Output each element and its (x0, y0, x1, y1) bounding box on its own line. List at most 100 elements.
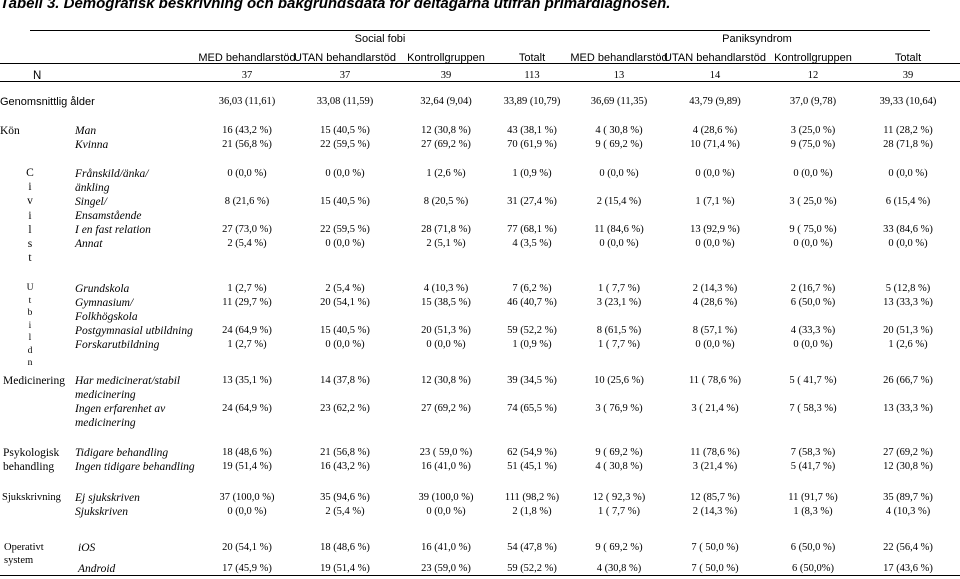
cell-value: 8 (20,5 %) (423, 196, 469, 207)
cell-value: 24 (64,9 %) (222, 403, 272, 414)
cell-value: 54 (47,8 %) (507, 542, 557, 553)
cell-value: 22 (56,4 %) (883, 542, 933, 553)
row-label: Annat (75, 238, 103, 250)
cell-value: 0 (0,0 %) (325, 339, 365, 350)
category-letter: t (28, 295, 32, 306)
cell-value: 3 ( 76,9 %) (595, 403, 643, 414)
category-letter: C (26, 167, 34, 179)
cell-value: 10 (71,4 %) (690, 139, 740, 150)
cell-value: 2 (5,1 %) (426, 238, 466, 249)
cell-value: 24 (64,9 %) (222, 325, 272, 336)
cell-value: 12 (30,8 %) (421, 375, 471, 386)
cell-value: 70 (61,9 %) (507, 139, 557, 150)
row-label-age: Genomsnittlig ålder (0, 96, 95, 108)
cell-value: 3 ( 21,4 %) (691, 403, 739, 414)
cell-value: 4 (28,6 %) (692, 125, 738, 136)
category-letter: i (28, 209, 32, 222)
row-label: Ej sjukskriven (75, 492, 140, 504)
age-value: 33,08 (11,59) (316, 96, 374, 107)
cell-value: 0 (0,0 %) (888, 238, 928, 249)
cell-value: 16 (41,0 %) (421, 461, 471, 472)
n-value: 113 (524, 70, 540, 81)
cell-value: 27 (73,0 %) (222, 224, 272, 235)
column-header: Kontrollgruppen (407, 52, 485, 64)
cell-value: 2 (5,4 %) (227, 238, 267, 249)
row-label: änkling (75, 182, 110, 194)
cell-value: 7 ( 50,0 %) (691, 563, 739, 574)
cell-value: 20 (51,3 %) (421, 325, 471, 336)
table-rule (0, 575, 960, 576)
cell-value: 18 (48,6 %) (222, 447, 272, 458)
cell-value: 111 (98,2 %) (504, 492, 560, 503)
cell-value: 37 (100,0 %) (219, 492, 275, 503)
cell-value: 20 (54,1 %) (320, 297, 370, 308)
cell-value: 2 (1,8 %) (512, 506, 552, 517)
cell-value: 16 (43,2 %) (320, 461, 370, 472)
category-letter: n (27, 358, 33, 368)
cell-value: 8 (61,5 %) (596, 325, 642, 336)
group-header: Social fobi (354, 33, 406, 45)
cell-value: 27 (69,2 %) (421, 403, 471, 414)
age-value: 43,79 (9,89) (689, 96, 741, 107)
cell-value: 1 (2,7 %) (227, 339, 267, 350)
cell-value: 35 (94,6 %) (320, 492, 370, 503)
row-label: Sjukskriven (75, 506, 129, 518)
table-rule (30, 30, 930, 31)
cell-value: 15 (40,5 %) (320, 125, 370, 136)
age-value: 37,0 (9,78) (789, 96, 837, 107)
category-letter: U (26, 283, 34, 293)
category-letter: s (27, 238, 33, 250)
cell-value: 62 (54,9 %) (507, 447, 557, 458)
cell-value: 1 ( 7,7 %) (598, 506, 640, 517)
row-label: Ingen tidigare behandling (75, 461, 195, 473)
category-letter: i (28, 320, 32, 331)
cell-value: 4 ( 30,8 %) (595, 125, 643, 136)
cell-value: 28 (71,8 %) (421, 224, 471, 235)
cell-value: 0 (0,0 %) (227, 506, 267, 517)
cell-value: 12 (30,8 %) (883, 461, 933, 472)
category-label: Medicinering (3, 375, 65, 387)
category-letter: d (27, 345, 33, 356)
cell-value: 0 (0,0 %) (325, 168, 365, 179)
age-value: 36,69 (11,35) (590, 96, 648, 107)
cell-value: 5 (12,8 %) (885, 283, 931, 294)
row-label: Man (75, 125, 97, 137)
cell-value: 0 (0,0 %) (695, 339, 735, 350)
category-letter: t (28, 252, 32, 265)
row-label: Postgymnasial utbildning (75, 325, 193, 337)
cell-value: 21 (56,8 %) (222, 139, 272, 150)
column-header: UTAN behandlarstöd (294, 52, 396, 64)
cell-value: 33 (84,6 %) (883, 224, 933, 235)
cell-value: 0 (0,0 %) (695, 238, 735, 249)
n-value: 37 (241, 70, 253, 81)
cell-value: 5 ( 41,7 %) (789, 375, 837, 386)
cell-value: 59 (52,2 %) (507, 325, 557, 336)
row-label: Android (78, 563, 116, 575)
row-label: iOS (78, 542, 96, 554)
cell-value: 9 ( 69,2 %) (595, 447, 643, 458)
cell-value: 15 (38,5 %) (421, 297, 471, 308)
category-label: Kön (0, 125, 20, 137)
cell-value: 15 (40,5 %) (320, 325, 370, 336)
cell-value: 4 (3,5 %) (512, 238, 552, 249)
cell-value: 4 (10,3 %) (423, 283, 469, 294)
cell-value: 23 (59,0 %) (421, 563, 471, 574)
cell-value: 14 (37,8 %) (320, 375, 370, 386)
cell-value: 19 (51,4 %) (320, 563, 370, 574)
cell-value: 6 (50,0 %) (790, 297, 836, 308)
cell-value: 11 (84,6 %) (594, 224, 644, 235)
cell-value: 2 (15,4 %) (596, 196, 642, 207)
row-label-n: N (33, 70, 42, 82)
cell-value: 13 (92,9 %) (690, 224, 740, 235)
cell-value: 0 (0,0 %) (793, 168, 833, 179)
category-label: Sjukskrivning (2, 492, 61, 503)
cell-value: 27 (69,2 %) (883, 447, 933, 458)
cell-value: 20 (51,3 %) (883, 325, 933, 336)
row-label: Ensamstående (75, 210, 142, 222)
column-header: Totalt (894, 52, 922, 64)
age-value: 36,03 (11,61) (218, 96, 276, 107)
cell-value: 17 (43,6 %) (883, 563, 933, 574)
row-label: Kvinna (75, 139, 109, 151)
column-header: UTAN behandlarstöd (664, 52, 766, 64)
cell-value: 26 (66,7 %) (883, 375, 933, 386)
